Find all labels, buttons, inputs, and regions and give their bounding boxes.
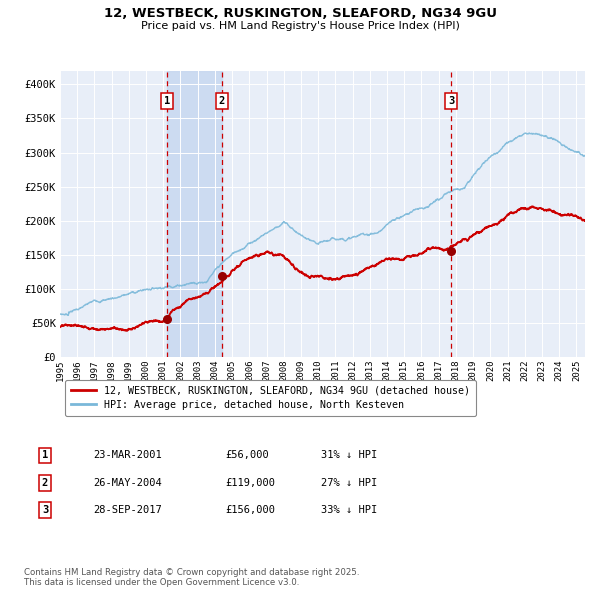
Text: 33% ↓ HPI: 33% ↓ HPI: [321, 505, 377, 514]
Text: 26-MAY-2004: 26-MAY-2004: [93, 478, 162, 487]
Text: Price paid vs. HM Land Registry's House Price Index (HPI): Price paid vs. HM Land Registry's House …: [140, 21, 460, 31]
Legend: 12, WESTBECK, RUSKINGTON, SLEAFORD, NG34 9GU (detached house), HPI: Average pric: 12, WESTBECK, RUSKINGTON, SLEAFORD, NG34…: [65, 379, 476, 416]
Text: £56,000: £56,000: [225, 451, 269, 460]
Text: 27% ↓ HPI: 27% ↓ HPI: [321, 478, 377, 487]
Text: Contains HM Land Registry data © Crown copyright and database right 2025.
This d: Contains HM Land Registry data © Crown c…: [24, 568, 359, 587]
Text: 2: 2: [218, 96, 225, 106]
Text: 23-MAR-2001: 23-MAR-2001: [93, 451, 162, 460]
Bar: [167, 71, 222, 357]
Text: 31% ↓ HPI: 31% ↓ HPI: [321, 451, 377, 460]
Text: 3: 3: [42, 505, 48, 514]
Text: 3: 3: [448, 96, 455, 106]
Text: 1: 1: [42, 451, 48, 460]
Text: £156,000: £156,000: [225, 505, 275, 514]
Text: 1: 1: [164, 96, 170, 106]
Text: 12, WESTBECK, RUSKINGTON, SLEAFORD, NG34 9GU: 12, WESTBECK, RUSKINGTON, SLEAFORD, NG34…: [104, 7, 497, 20]
Text: 2: 2: [42, 478, 48, 487]
Text: 28-SEP-2017: 28-SEP-2017: [93, 505, 162, 514]
Text: £119,000: £119,000: [225, 478, 275, 487]
